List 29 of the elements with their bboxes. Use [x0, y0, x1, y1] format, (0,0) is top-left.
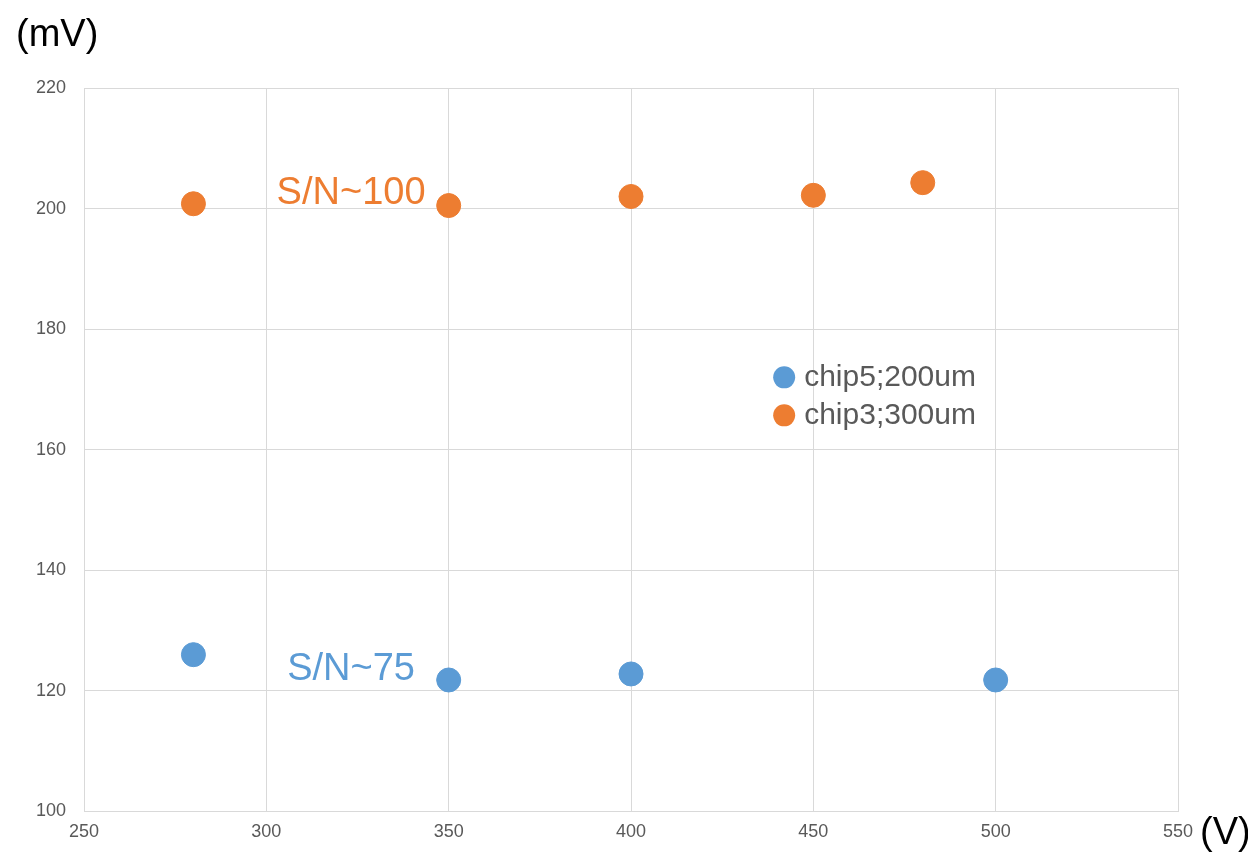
annotation: S/N~75	[287, 646, 415, 689]
point	[983, 667, 1009, 693]
point	[436, 193, 462, 219]
legend-label: chip5;200um	[804, 358, 976, 392]
x-tick-label: 500	[980, 821, 1011, 842]
point	[800, 182, 826, 208]
point	[180, 191, 206, 217]
point	[618, 661, 644, 687]
y-tick-label: 140	[35, 559, 67, 580]
x-tick-label: 250	[69, 821, 100, 842]
y-tick-label: 120	[35, 679, 67, 700]
y-tick-label: 180	[35, 318, 67, 339]
point	[910, 170, 936, 196]
y-tick-label: 220	[35, 76, 67, 97]
legend-label: chip3;300um	[804, 396, 976, 430]
y-tick-label: 200	[35, 197, 67, 218]
x-axis-title: (V)	[1200, 809, 1251, 852]
x-tick-label: 550	[1162, 821, 1194, 842]
y-axis-title: (mV)	[16, 12, 99, 55]
x-tick-label: 350	[433, 821, 464, 842]
x-tick-label: 300	[251, 821, 282, 842]
annotation: S/N~100	[276, 170, 426, 213]
y-tick-label: 100	[35, 800, 67, 821]
y-tick-label: 160	[35, 438, 67, 459]
point	[436, 667, 462, 693]
x-tick-label: 400	[615, 821, 647, 842]
point	[180, 642, 206, 668]
x-tick-label: 450	[798, 821, 829, 842]
point	[618, 184, 644, 210]
